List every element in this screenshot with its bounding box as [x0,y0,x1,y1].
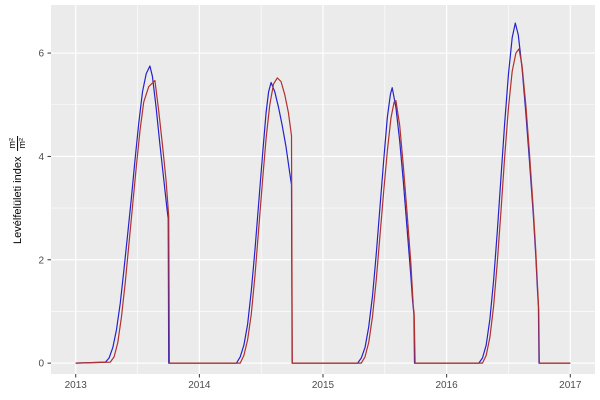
y-tick-label: 4 [38,152,44,163]
y-axis-unit-fraction: m² m² [7,136,28,151]
x-tick-label: 2017 [559,380,582,391]
y-tick-label: 6 [38,49,44,60]
x-tick-label: 2014 [188,380,211,391]
y-axis-title-text: Levélfelületi index [12,156,24,244]
y-tick-label: 2 [38,255,44,266]
y-axis-unit-denominator: m² [17,138,28,149]
x-tick-label: 2015 [312,380,335,391]
x-tick-label: 2016 [436,380,459,391]
x-tick-label: 2013 [65,380,88,391]
series-red-line [75,48,571,364]
y-tick-label: 0 [38,359,44,370]
